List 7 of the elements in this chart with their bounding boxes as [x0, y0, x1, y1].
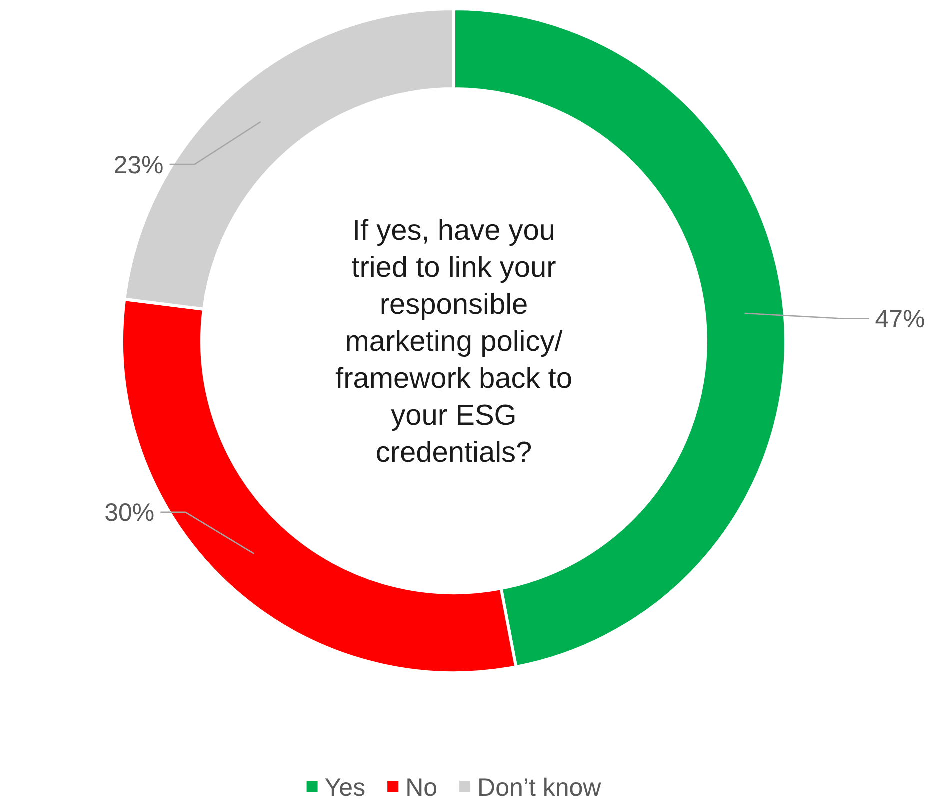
legend-label: Yes	[324, 774, 366, 799]
legend-label: No	[406, 774, 438, 799]
data-label: 47%	[875, 306, 926, 334]
data-label: 30%	[104, 499, 155, 528]
data-label: 23%	[114, 151, 164, 180]
text: If yes, have you tried to link your responsible marketing policy/ framework back to your ESG credentials?	[336, 215, 572, 470]
legend-label: Don’t know	[478, 774, 602, 799]
